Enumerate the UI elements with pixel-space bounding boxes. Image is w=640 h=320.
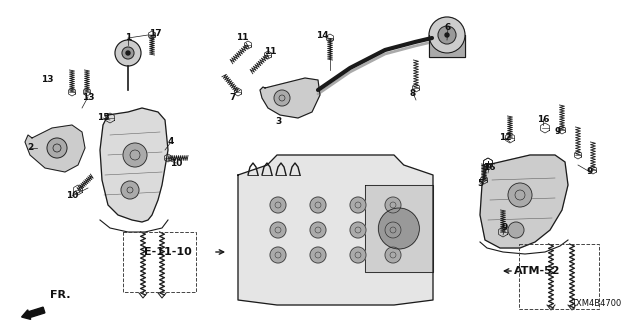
Circle shape xyxy=(438,26,456,44)
Bar xyxy=(123,232,196,292)
Circle shape xyxy=(270,197,286,213)
Text: 12: 12 xyxy=(499,133,511,142)
Circle shape xyxy=(270,222,286,238)
Polygon shape xyxy=(238,155,433,305)
Circle shape xyxy=(47,138,67,158)
Text: 4: 4 xyxy=(168,138,174,147)
Circle shape xyxy=(126,51,130,55)
Text: 15: 15 xyxy=(97,114,109,123)
Text: 11: 11 xyxy=(264,47,276,57)
Circle shape xyxy=(378,208,419,249)
Circle shape xyxy=(122,47,134,59)
Text: 13: 13 xyxy=(82,92,94,101)
Polygon shape xyxy=(25,125,85,172)
Text: 2: 2 xyxy=(27,143,33,153)
Text: 6: 6 xyxy=(445,23,451,33)
Circle shape xyxy=(274,90,290,106)
Text: 17: 17 xyxy=(148,28,161,37)
Polygon shape xyxy=(260,78,320,118)
Text: 11: 11 xyxy=(236,34,248,43)
Text: 8: 8 xyxy=(410,89,416,98)
Polygon shape xyxy=(480,155,568,248)
Circle shape xyxy=(385,222,401,238)
Text: 10: 10 xyxy=(170,158,182,167)
Circle shape xyxy=(310,197,326,213)
Circle shape xyxy=(121,181,139,199)
Circle shape xyxy=(350,222,366,238)
Circle shape xyxy=(350,197,366,213)
Polygon shape xyxy=(100,108,168,222)
Circle shape xyxy=(385,197,401,213)
Text: TXM4B4700: TXM4B4700 xyxy=(571,299,621,308)
Text: 10: 10 xyxy=(66,191,78,201)
Circle shape xyxy=(445,33,449,37)
Text: E-11-10: E-11-10 xyxy=(144,247,192,257)
Text: 16: 16 xyxy=(537,115,549,124)
FancyArrow shape xyxy=(22,307,45,319)
Text: FR.: FR. xyxy=(50,290,70,300)
Circle shape xyxy=(115,40,141,66)
Text: 13: 13 xyxy=(41,76,53,84)
Circle shape xyxy=(310,222,326,238)
Text: 16: 16 xyxy=(483,164,495,172)
Circle shape xyxy=(508,222,524,238)
Text: ATM-52: ATM-52 xyxy=(514,266,561,276)
Text: 9: 9 xyxy=(587,167,593,177)
Text: 14: 14 xyxy=(316,30,328,39)
Bar xyxy=(365,185,433,272)
Circle shape xyxy=(270,247,286,263)
Text: 5: 5 xyxy=(477,180,483,188)
Text: 1: 1 xyxy=(125,34,131,43)
Circle shape xyxy=(429,17,465,53)
Circle shape xyxy=(508,183,532,207)
Text: 9: 9 xyxy=(502,223,508,233)
Text: 7: 7 xyxy=(230,92,236,101)
Circle shape xyxy=(350,247,366,263)
Text: 3: 3 xyxy=(275,117,281,126)
Circle shape xyxy=(385,247,401,263)
Circle shape xyxy=(310,247,326,263)
Bar xyxy=(519,244,599,309)
Bar xyxy=(429,35,465,57)
Text: 9: 9 xyxy=(555,127,561,137)
Circle shape xyxy=(123,143,147,167)
